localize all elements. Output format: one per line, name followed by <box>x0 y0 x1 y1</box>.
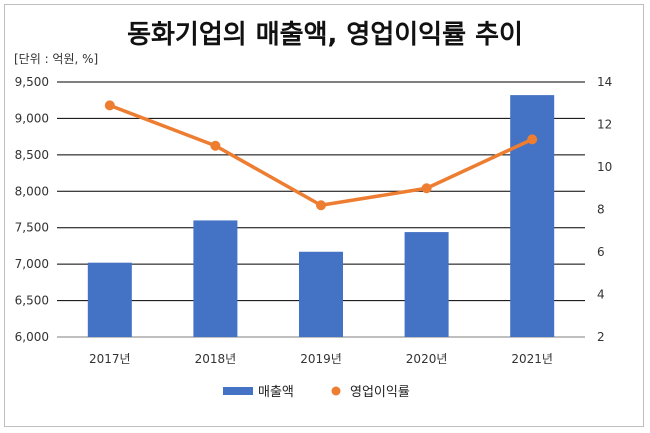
line-point <box>527 134 538 145</box>
right-tick-label: 4 <box>597 288 605 302</box>
left-tick-label: 9,000 <box>15 111 49 125</box>
right-tick-label: 10 <box>597 160 612 174</box>
right-tick-label: 8 <box>597 203 605 217</box>
line-point <box>210 140 221 151</box>
right-tick-label: 14 <box>597 75 612 89</box>
left-tick-label: 6,000 <box>15 330 49 344</box>
left-tick-label: 8,000 <box>15 184 49 198</box>
bar <box>87 262 132 337</box>
right-axis: 2 4 6 8 10 12 14 <box>597 75 612 344</box>
legend-label-line: 영업이익률 <box>350 385 410 400</box>
left-tick-label: 7,000 <box>15 257 49 271</box>
x-axis: 2017년 2018년 2019년 2020년 2021년 <box>89 352 553 366</box>
right-tick-label: 12 <box>597 118 612 132</box>
right-tick-label: 2 <box>597 330 605 344</box>
line-series <box>104 100 538 211</box>
line-point <box>316 200 326 211</box>
bar <box>404 232 449 337</box>
legend-swatch-bar <box>223 387 253 395</box>
unit-label: [단위 : 억원, %] <box>14 52 99 66</box>
left-axis: 6,000 6,500 7,000 7,500 8,000 8,500 9,000 9,500 <box>15 75 49 344</box>
left-tick-label: 9,500 <box>15 75 49 89</box>
left-tick-label: 7,500 <box>15 221 49 235</box>
x-tick-label: 2017년 <box>89 352 131 366</box>
x-tick-label: 2021년 <box>511 352 553 366</box>
x-tick-label: 2020년 <box>406 352 448 366</box>
x-tick-label: 2018년 <box>195 352 237 366</box>
line-point <box>421 183 432 194</box>
right-tick-label: 6 <box>597 245 605 259</box>
bar <box>299 251 343 337</box>
x-tick-label: 2019년 <box>300 352 342 366</box>
left-tick-label: 6,500 <box>15 294 49 308</box>
left-tick-label: 8,500 <box>15 148 49 162</box>
legend: 매출액 영업이익률 <box>223 385 410 400</box>
chart-title: 동화기업의 매출액, 영업이익률 추이 <box>127 20 523 50</box>
line-point <box>104 100 115 111</box>
legend-label-bar: 매출액 <box>258 385 294 400</box>
legend-swatch-line <box>331 386 341 396</box>
bar <box>193 220 238 337</box>
bar <box>510 95 555 337</box>
gridlines <box>57 81 585 338</box>
